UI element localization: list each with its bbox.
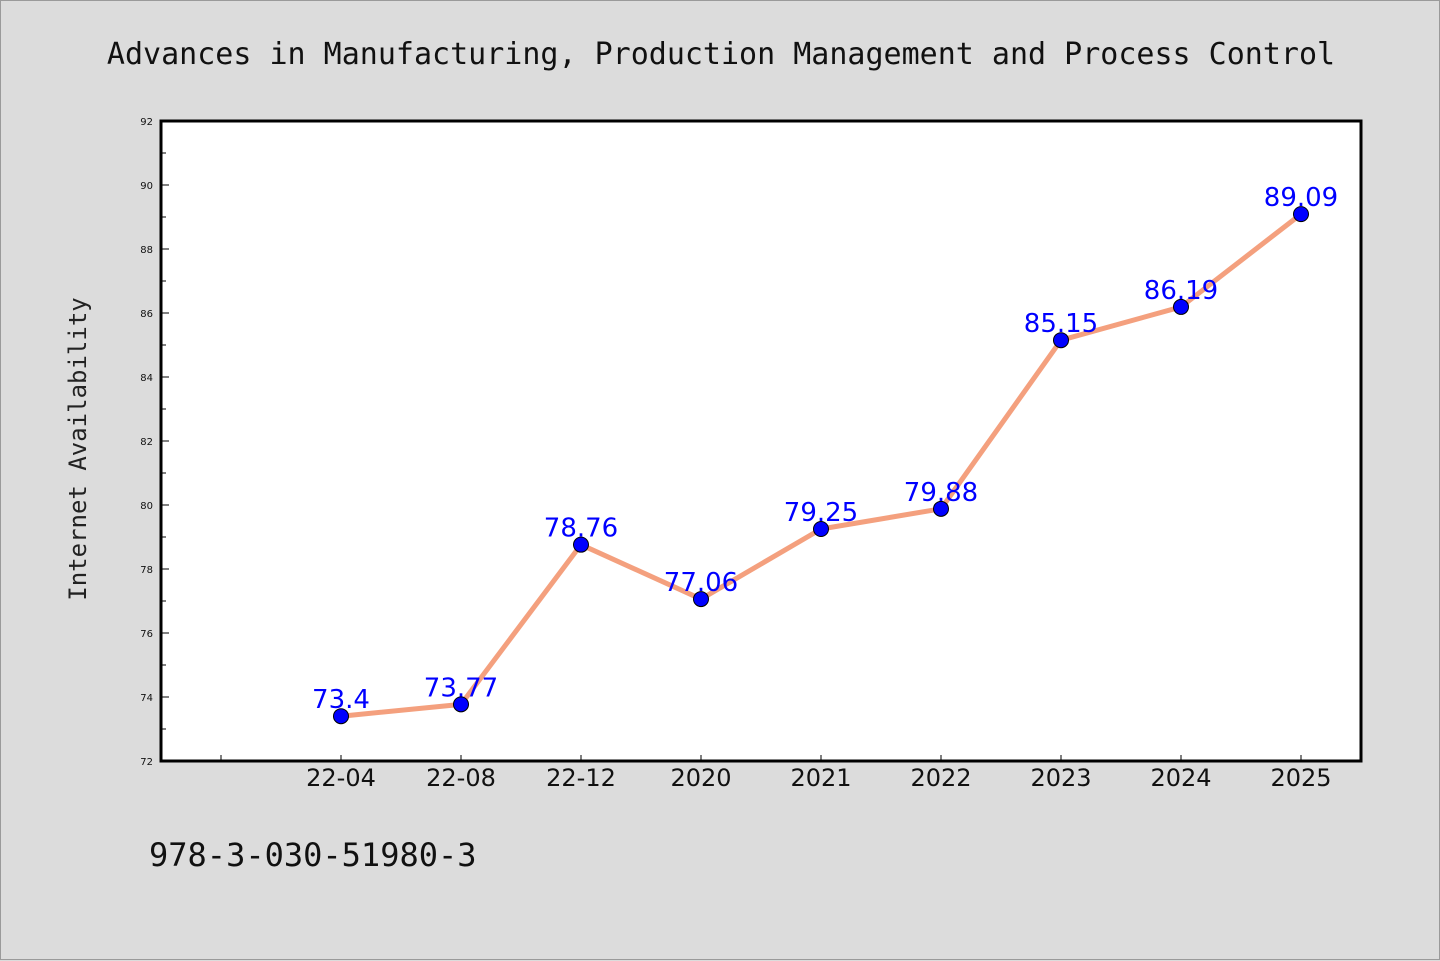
data-point	[933, 500, 949, 517]
data-label: 79.88	[904, 478, 978, 508]
y-tick-label: 72	[140, 757, 153, 768]
data-label: 79.25	[784, 498, 858, 528]
x-tick-label: 22-04	[306, 764, 376, 792]
y-tick-label: 82	[140, 437, 153, 448]
data-point	[813, 521, 829, 537]
x-tick-label: 2020	[670, 764, 731, 792]
y-tick-label: 84	[140, 373, 153, 384]
data-point	[573, 536, 589, 553]
y-tick-label: 86	[140, 309, 153, 320]
y-axis-label: Internet Availability	[64, 297, 92, 600]
data-point	[1053, 332, 1069, 349]
y-tick-label: 74	[140, 693, 153, 704]
data-label: 89.09	[1264, 183, 1338, 213]
data-point	[1173, 298, 1189, 315]
chart-marks: 72 74 76 78 80 82 84 86 88 90 92 22-04 22-08 22-12 202…	[140, 117, 1338, 792]
data-label: 73.4	[312, 685, 370, 715]
x-tick-label: 22-08	[426, 764, 496, 792]
y-tick-label: 80	[140, 501, 153, 512]
data-point	[453, 696, 469, 713]
chart-title: Advances in Manufacturing, Production Ma…	[107, 37, 1335, 72]
y-tick-label: 92	[140, 117, 153, 128]
plot-area	[159, 119, 1363, 763]
x-tick-label: 2023	[1030, 764, 1091, 792]
x-tick-label: 2021	[790, 764, 851, 792]
data-label: 78.76	[544, 514, 618, 544]
data-label: 86.19	[1144, 276, 1218, 306]
x-tick-label: 22-12	[546, 764, 616, 792]
y-tick-label: 76	[140, 629, 153, 640]
x-tick-label: 2025	[1270, 764, 1331, 792]
data-point	[693, 591, 709, 608]
data-point	[1293, 206, 1309, 223]
y-tick-label: 90	[140, 181, 153, 192]
data-label: 77.06	[664, 568, 738, 598]
isbn-footer: 978-3-030-51980-3	[149, 836, 477, 874]
data-point	[333, 708, 349, 725]
x-tick-label: 2024	[1150, 764, 1211, 792]
data-label: 73.77	[424, 673, 498, 703]
y-tick-label: 88	[140, 245, 153, 256]
data-label: 85.15	[1024, 309, 1098, 339]
y-tick-label: 78	[140, 565, 153, 576]
x-tick-label: 2022	[910, 764, 971, 792]
